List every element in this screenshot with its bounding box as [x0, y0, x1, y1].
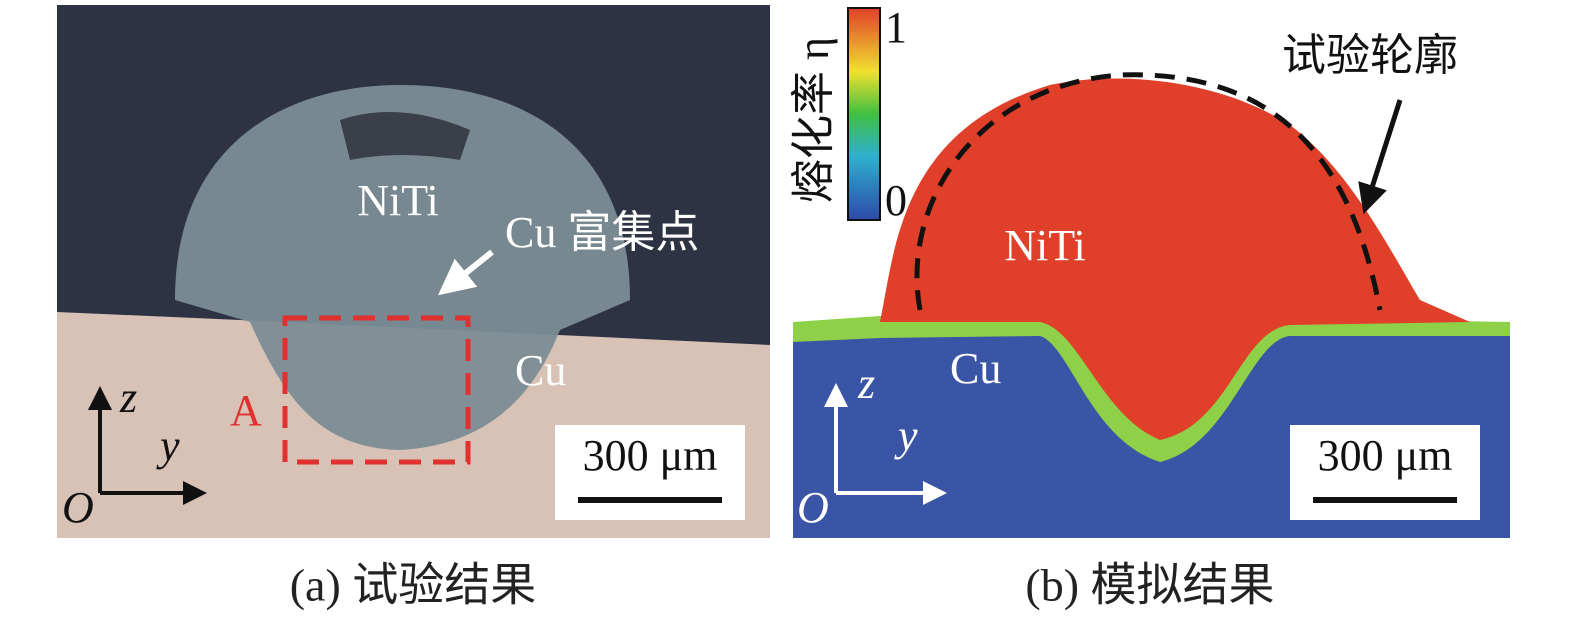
material-label: NiTi: [357, 176, 439, 225]
panel-a: NiTi Cu 富集点 Cu A z y O 300 μm: [57, 5, 770, 538]
point-label: Cu 富集点: [505, 208, 699, 257]
material-label: NiTi: [1004, 221, 1086, 270]
axis-label: O: [797, 483, 829, 532]
scale-box: [1290, 425, 1480, 520]
material-label: Cu: [950, 344, 1001, 393]
colorbar-title: 熔化率 η: [789, 37, 838, 203]
axis-label: y: [156, 421, 180, 470]
outline-label: 试验轮廓: [1282, 31, 1458, 80]
material-label: Cu: [515, 346, 566, 395]
region-box: [282, 315, 471, 465]
dark-band: [340, 112, 470, 160]
outline-curve: [914, 72, 1383, 311]
panel-b: 试验轮廓 NiTi Cu 1 0 熔化率 η z y O 300 μm: [789, 3, 1510, 538]
scale-label: 300 μm: [1318, 431, 1453, 480]
arrow: [437, 249, 494, 296]
arrow: [1358, 99, 1403, 215]
caption: (b) 模拟结果: [1025, 560, 1274, 611]
niti-bead: [175, 85, 630, 450]
niti-region: [880, 78, 1470, 440]
colorbar-max: 1: [885, 3, 907, 52]
colorbar: [847, 7, 881, 221]
colorbar-min: 0: [885, 176, 907, 225]
axis-label: z: [119, 373, 137, 422]
axes-icon: [824, 383, 947, 505]
axis-label: y: [894, 411, 918, 460]
axis-label: O: [62, 483, 94, 532]
region-label: A: [230, 386, 262, 435]
mixing-layer: [793, 316, 1510, 462]
scale-box: [555, 425, 745, 520]
scale-label: 300 μm: [583, 431, 718, 480]
axis-label: z: [857, 359, 875, 408]
caption: (a) 试验结果: [290, 560, 537, 611]
axes-icon: [88, 386, 207, 505]
